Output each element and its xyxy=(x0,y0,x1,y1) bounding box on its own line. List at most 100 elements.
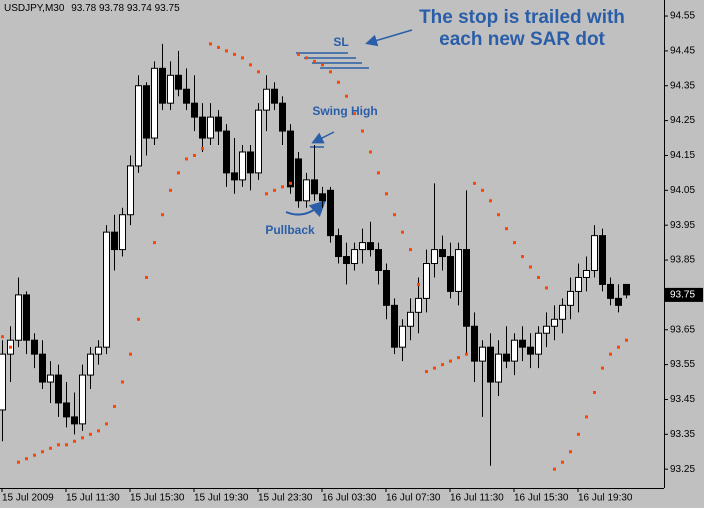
sar-dot xyxy=(137,317,140,321)
x-tick-label: 16 Jul 15:30 xyxy=(514,493,569,504)
x-tick-label: 16 Jul 03:30 xyxy=(322,493,377,504)
candle-body xyxy=(359,242,366,251)
sar-dot xyxy=(609,352,612,356)
sar-dot xyxy=(129,352,132,356)
header: USDJPY,M30 93.78 93.78 93.74 93.75 xyxy=(4,3,180,14)
sar-dot xyxy=(177,171,180,175)
stop-note-line2: each new SAR dot xyxy=(439,29,605,50)
sar-dot xyxy=(617,345,620,349)
sar-dot xyxy=(105,422,108,426)
sar-dot xyxy=(425,370,428,374)
candle-body xyxy=(383,269,390,306)
candle-body xyxy=(343,256,350,265)
sar-dot xyxy=(409,248,412,252)
candle-body xyxy=(231,172,238,181)
sar-dot xyxy=(545,286,548,290)
y-tick-label: 94.05 xyxy=(670,185,695,196)
sar-dot xyxy=(249,63,252,67)
sar-dot xyxy=(193,153,196,157)
candle-body xyxy=(167,74,174,104)
sar-dot xyxy=(313,59,316,63)
candle-body xyxy=(295,158,302,202)
candle-body xyxy=(207,116,214,139)
sar-dot xyxy=(465,352,468,356)
sar-dot xyxy=(169,188,172,192)
candle-body xyxy=(119,214,126,251)
stop-note-line1: The stop is trailed with xyxy=(419,7,625,28)
candle-body xyxy=(63,402,70,418)
candle-body xyxy=(143,85,150,139)
sar-dot xyxy=(393,213,396,217)
sar-dot xyxy=(345,94,348,98)
candle-body xyxy=(423,263,430,299)
sar-dot xyxy=(1,335,4,339)
sar-dot xyxy=(521,255,524,259)
candle-body xyxy=(239,151,246,181)
sar-dot xyxy=(601,366,604,370)
candle-body xyxy=(0,353,6,411)
sar-dot xyxy=(265,192,268,196)
candle-body xyxy=(279,102,286,132)
candle-body xyxy=(479,346,486,362)
candle-body xyxy=(31,339,38,355)
y-tick-label: 94.55 xyxy=(670,11,695,22)
candle-body xyxy=(183,88,190,104)
sar-dot xyxy=(145,275,148,279)
candle-body xyxy=(111,231,118,251)
sar-dot xyxy=(577,432,580,436)
sar-dot xyxy=(185,157,188,161)
candle-body xyxy=(303,179,310,202)
header-high: 93.78 xyxy=(99,3,124,14)
swing-arrow xyxy=(311,131,335,144)
sar-dot xyxy=(201,146,204,150)
candle-body xyxy=(503,353,510,362)
y-tick-label: 93.95 xyxy=(670,220,695,231)
candle-body xyxy=(79,374,86,425)
candle-body xyxy=(527,346,534,355)
sar-dot xyxy=(297,52,300,56)
sar-dot xyxy=(361,129,364,133)
sar-dot xyxy=(89,432,92,436)
sar-dot xyxy=(217,45,220,49)
sar-dot xyxy=(73,439,76,443)
candle-body xyxy=(223,130,230,174)
sar-dot xyxy=(553,467,556,471)
y-tick-label: 94.45 xyxy=(670,46,695,57)
candle-body xyxy=(287,130,294,188)
sar-dot xyxy=(33,453,36,457)
candle-body xyxy=(255,109,262,174)
candle-body xyxy=(583,269,590,278)
sar-dot xyxy=(433,366,436,370)
candle-body xyxy=(271,88,278,104)
candle-body xyxy=(615,297,622,306)
sar-dot xyxy=(561,460,564,464)
sar-dot xyxy=(121,380,124,384)
y-tick-label: 94.35 xyxy=(670,80,695,91)
header-open: 93.78 xyxy=(71,3,96,14)
candle-body xyxy=(15,294,22,341)
sar-dot xyxy=(289,181,292,185)
header-close: 93.75 xyxy=(155,3,180,14)
candle-body xyxy=(399,325,406,348)
y-tick-label: 93.35 xyxy=(670,429,695,440)
candle-body xyxy=(455,249,462,292)
candle-body xyxy=(23,294,30,341)
x-tick-label: 15 Jul 11:30 xyxy=(66,493,120,504)
candle-body xyxy=(151,67,158,139)
sar-dot xyxy=(49,446,52,450)
y-tick-label: 93.85 xyxy=(670,255,695,266)
sar-dot xyxy=(481,188,484,192)
sar-dot xyxy=(97,429,100,433)
sar-dot xyxy=(385,192,388,196)
price-tag-label: 93.75 xyxy=(670,290,695,301)
candle-body xyxy=(391,304,398,348)
candle-body xyxy=(159,67,166,104)
candle-body xyxy=(199,116,206,139)
candle-body xyxy=(607,283,614,299)
candle-body xyxy=(39,353,46,383)
sar-dot xyxy=(497,213,500,217)
y-tick-label: 93.65 xyxy=(670,324,695,335)
candle-body xyxy=(103,231,110,348)
y-tick-label: 93.45 xyxy=(670,394,695,405)
